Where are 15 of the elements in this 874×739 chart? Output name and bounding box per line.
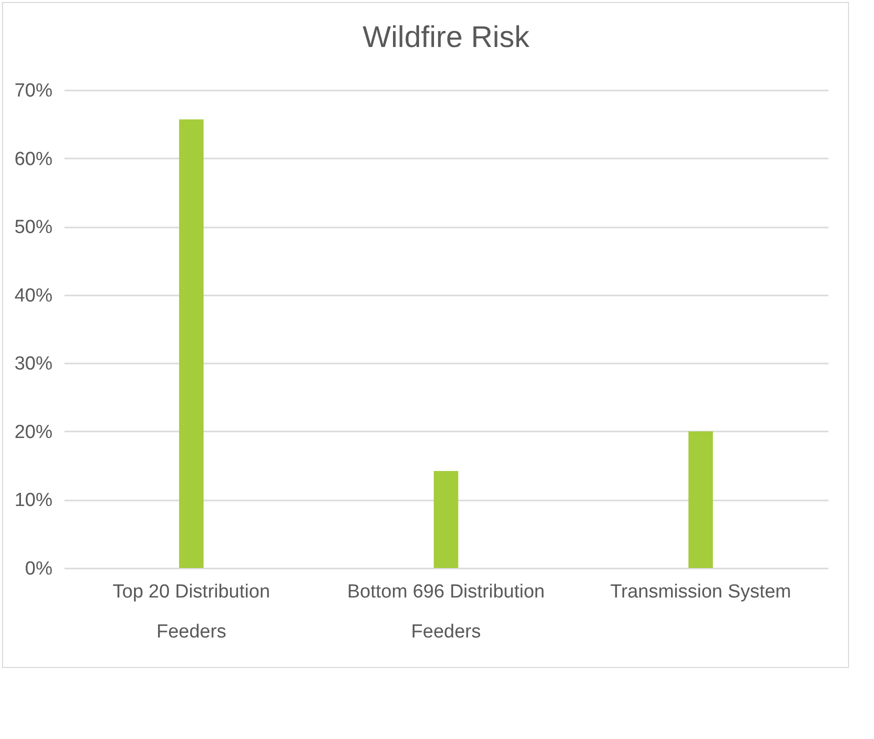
bar <box>179 119 204 568</box>
y-tick-label: 20% <box>14 422 53 443</box>
y-tick-label: 30% <box>14 354 53 375</box>
y-tick-label: 70% <box>14 80 53 102</box>
x-tick-label: Transmission System <box>610 582 792 602</box>
y-tick-label: 10% <box>14 490 53 512</box>
y-tick-label: 60% <box>14 148 53 170</box>
y-tick-label: 50% <box>14 217 53 238</box>
x-tick-label: Bottom 696 Distribution Feeders <box>347 582 545 642</box>
y-tick-label: 40% <box>14 285 53 306</box>
bar <box>434 471 458 568</box>
bar <box>688 431 713 568</box>
y-tick-label: 0% <box>25 558 53 580</box>
x-tick-label: Top 20 Distribution Feeders <box>112 582 270 642</box>
chart-title: Wildfire Risk <box>362 21 530 54</box>
